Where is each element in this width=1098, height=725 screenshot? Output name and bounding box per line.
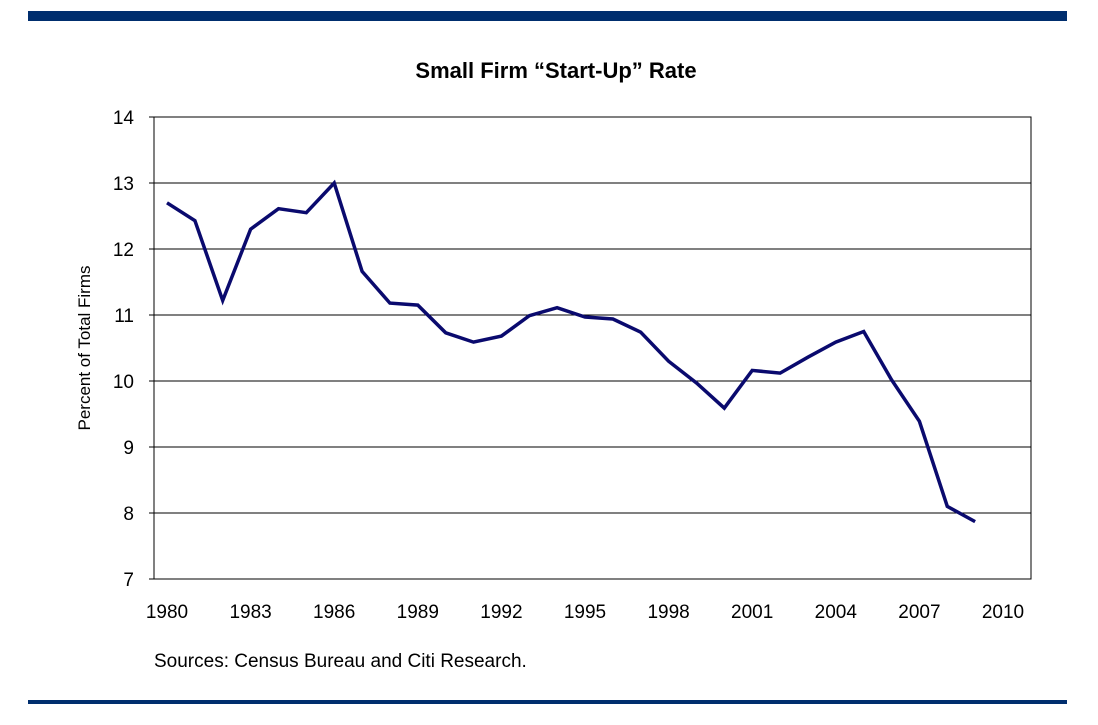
- series-line: [166, 179, 976, 524]
- x-tick-label: 1989: [397, 602, 439, 623]
- x-tick-label: 2001: [731, 602, 773, 623]
- footer-rule: [28, 700, 1067, 704]
- y-axis-ticks: 14 13 12 11 10 9 8 7: [113, 108, 154, 591]
- plot-area-frame: [153, 116, 1032, 580]
- x-tick-label: 1983: [229, 602, 271, 623]
- y-tick-label: 14: [113, 108, 135, 129]
- x-tick-label: 1980: [146, 602, 188, 623]
- y-tick-label: 7: [123, 570, 134, 591]
- x-tick-label: 1992: [480, 602, 522, 623]
- x-tick-label: 1995: [564, 602, 606, 623]
- x-tick-label: 1998: [647, 602, 689, 623]
- y-tick-label: 13: [113, 174, 134, 195]
- gridlines: [154, 182, 1031, 514]
- y-tick-label: 11: [114, 306, 134, 327]
- y-tick-label: 9: [123, 438, 134, 459]
- x-axis-ticks: 1980 1983 1986 1989 1992 1995 1998 2001 2004 2007…: [146, 602, 1024, 623]
- y-tick-label: 8: [123, 504, 134, 525]
- x-tick-label: 2007: [898, 602, 940, 623]
- x-tick-label: 1986: [313, 602, 355, 623]
- y-tick-label: 10: [113, 372, 134, 393]
- x-tick-label: 2010: [982, 602, 1024, 623]
- y-tick-label: 12: [113, 240, 134, 261]
- x-tick-label: 2004: [815, 602, 858, 623]
- y-axis-label: Percent of Total Firms: [75, 265, 94, 430]
- header-rule: [28, 11, 1067, 21]
- chart-title: Small Firm “Start-Up” Rate: [415, 58, 696, 83]
- series-group: [166, 179, 976, 524]
- source-note: Sources: Census Bureau and Citi Research…: [154, 651, 527, 672]
